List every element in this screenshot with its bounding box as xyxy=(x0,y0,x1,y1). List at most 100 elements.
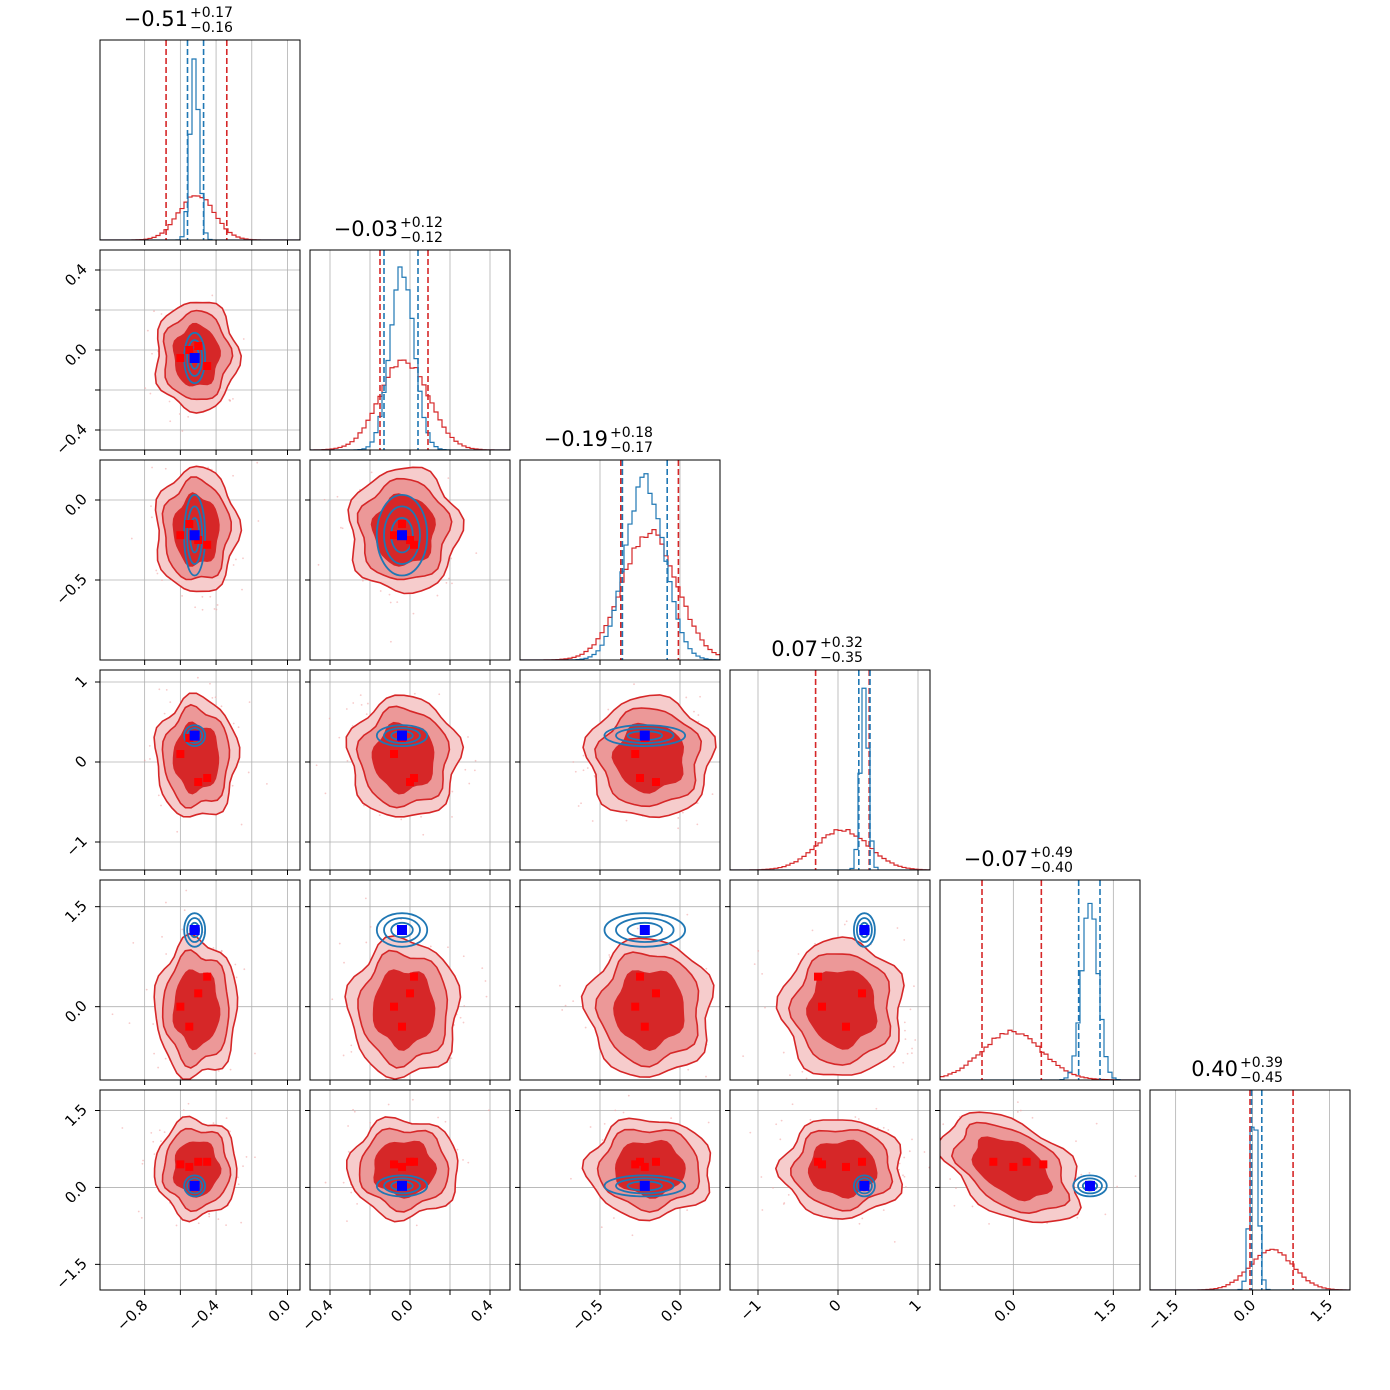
contour-blue xyxy=(383,727,421,744)
sample-marker-red xyxy=(176,1002,185,1011)
panel-5-4: 0.0 1.5 xyxy=(933,1089,1141,1326)
contour-blue xyxy=(856,1177,873,1195)
sample-point xyxy=(636,927,639,930)
sample-point xyxy=(936,1243,938,1245)
contour-blue xyxy=(183,1174,207,1198)
sample-marker-red xyxy=(410,540,418,549)
sample-marker-red xyxy=(203,540,212,549)
panel-4-4 xyxy=(939,879,1141,1085)
sample-point xyxy=(132,941,135,944)
sample-marker-red xyxy=(390,750,398,758)
sample-point xyxy=(153,1153,156,1156)
sample-point xyxy=(176,830,179,833)
sample-point xyxy=(561,1009,564,1011)
sample-point xyxy=(782,1203,785,1205)
sample-point xyxy=(254,1156,256,1159)
contour-blue xyxy=(375,724,429,747)
truth-marker xyxy=(859,925,870,935)
panel-frame xyxy=(729,879,931,1081)
sample-marker-red xyxy=(185,1022,194,1031)
sample-point xyxy=(256,461,259,464)
sample-point xyxy=(400,818,403,821)
sample-point xyxy=(627,1094,630,1097)
panel-4-3 xyxy=(725,879,931,1085)
truth-marker xyxy=(397,1180,407,1191)
contour-blue xyxy=(1072,1174,1108,1198)
x-tick-label: 1.5 xyxy=(1091,1296,1121,1326)
sample-point xyxy=(685,696,688,699)
contour-blue xyxy=(186,1177,204,1195)
sample-marker-red xyxy=(185,346,194,354)
sample-point xyxy=(898,1168,900,1171)
panel-frame xyxy=(99,39,301,241)
sample-point xyxy=(165,688,168,691)
sample-point xyxy=(911,1138,913,1141)
x-tick-label: −1 xyxy=(736,1296,764,1324)
sample-marker-red xyxy=(194,778,203,786)
sample-point xyxy=(232,722,235,725)
sample-point xyxy=(178,413,181,415)
sample-point xyxy=(213,608,216,610)
sample-point xyxy=(248,701,251,704)
sample-point xyxy=(187,415,190,418)
sample-point xyxy=(791,1103,794,1106)
panel-frame xyxy=(99,879,301,1081)
sample-marker-red xyxy=(1009,1162,1018,1171)
sample-point xyxy=(686,913,689,916)
sample-point xyxy=(229,1130,231,1133)
sample-point xyxy=(185,889,188,892)
sample-point xyxy=(346,759,349,762)
sample-point xyxy=(160,1140,162,1143)
sample-point xyxy=(1104,1213,1107,1216)
x-tick-label: 0.4 xyxy=(467,1296,497,1326)
sample-point xyxy=(237,1183,240,1186)
sample-point xyxy=(1088,1172,1091,1174)
truth-marker xyxy=(189,925,200,935)
y-tick-label: 0.0 xyxy=(61,340,91,370)
sample-point xyxy=(365,713,368,716)
sample-point xyxy=(163,1131,166,1134)
sample-point xyxy=(342,1181,345,1184)
sample-marker-red xyxy=(410,774,418,782)
sample-point xyxy=(1075,1140,1077,1143)
title-param-3: −0.19 +0.18−0.17 xyxy=(544,425,653,456)
sample-point xyxy=(908,1150,911,1153)
sample-point xyxy=(942,1123,945,1126)
sample-point xyxy=(749,1131,752,1134)
sample-point xyxy=(1076,1216,1079,1219)
sample-point xyxy=(720,1168,722,1170)
sample-point xyxy=(352,1108,354,1111)
y-tick-label: −0.4 xyxy=(52,420,90,458)
sample-marker-red xyxy=(631,1160,640,1169)
sample-point xyxy=(699,695,701,698)
sample-point xyxy=(559,984,561,987)
x-tick-label: 1.5 xyxy=(1307,1296,1337,1326)
sample-point xyxy=(152,1023,155,1025)
sample-point xyxy=(153,310,155,313)
sample-point xyxy=(387,1103,390,1106)
sample-point xyxy=(137,1210,140,1213)
sample-point xyxy=(933,1148,935,1150)
sample-point xyxy=(902,1174,904,1177)
sample-point xyxy=(564,1004,567,1007)
sample-point xyxy=(144,387,147,389)
title-minus: −0.35 xyxy=(820,650,863,666)
sample-point xyxy=(1134,1175,1137,1178)
sample-point xyxy=(779,1138,782,1141)
sample-point xyxy=(215,608,218,611)
sample-marker-red xyxy=(406,536,414,544)
sample-point xyxy=(1016,1111,1019,1113)
sample-point xyxy=(473,769,476,772)
sample-point xyxy=(451,815,453,818)
sample-point xyxy=(882,1209,885,1212)
sample-point xyxy=(415,1224,418,1227)
sample-point xyxy=(411,1098,414,1101)
sample-point xyxy=(797,953,800,955)
sample-point xyxy=(809,1118,812,1121)
sample-marker-red xyxy=(652,1157,660,1166)
sample-point xyxy=(211,294,214,297)
sample-point xyxy=(225,1117,228,1119)
panel-5-2: −0.5 0.0 xyxy=(515,1089,722,1335)
panel-frame xyxy=(729,1089,931,1291)
sample-point xyxy=(243,968,246,971)
